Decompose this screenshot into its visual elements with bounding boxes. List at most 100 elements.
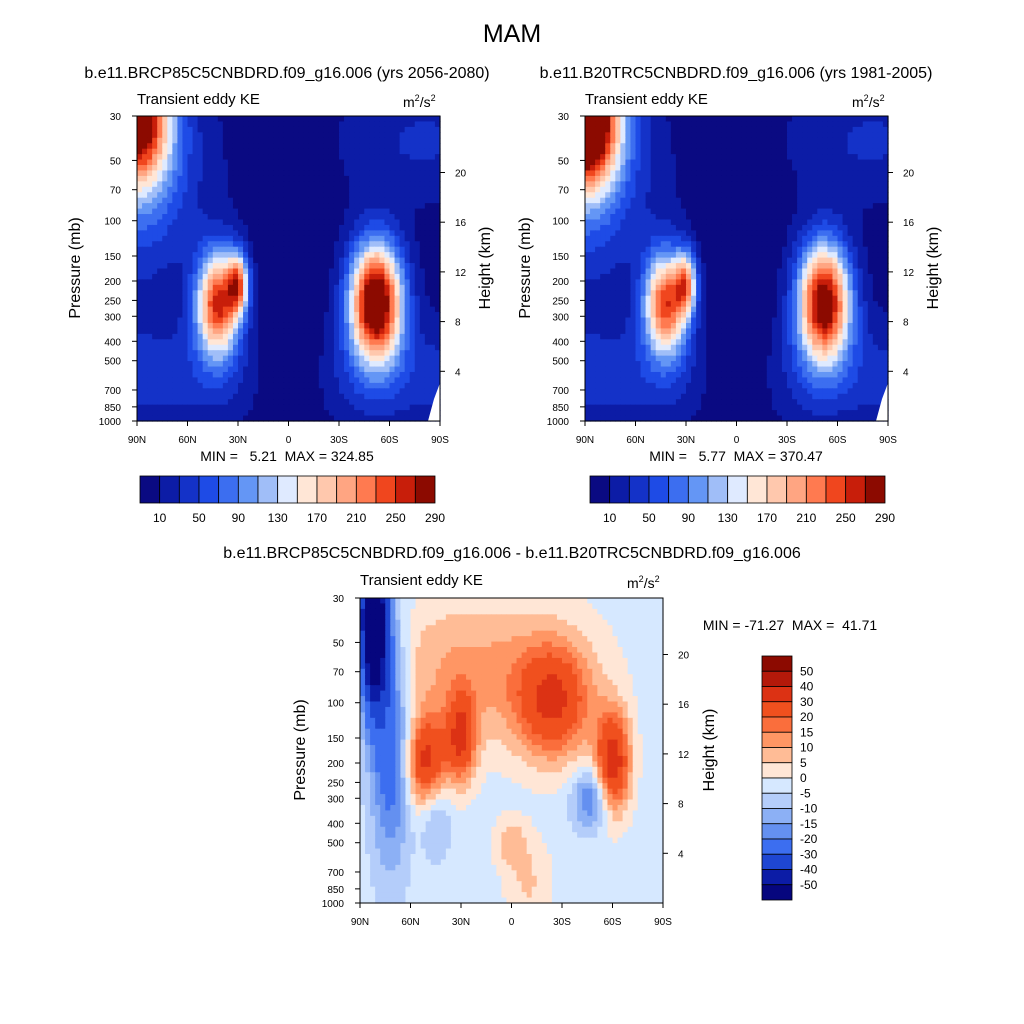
field-cell	[187, 312, 194, 319]
field-cell	[399, 344, 406, 351]
field-cell	[243, 404, 249, 411]
field-cell	[877, 159, 884, 166]
field-cell	[202, 333, 209, 340]
field-cell	[313, 132, 320, 139]
field-cell	[359, 317, 365, 324]
field-cell	[293, 165, 300, 172]
field-cell	[877, 132, 884, 139]
field-cell	[207, 268, 214, 275]
field-cell	[202, 252, 209, 259]
field-cell	[253, 377, 259, 384]
field-cell	[867, 219, 874, 226]
field-cell	[222, 126, 229, 133]
field-cell	[344, 328, 350, 335]
field-cell	[248, 350, 254, 357]
field-cell	[787, 192, 793, 199]
field-cell	[691, 186, 697, 193]
field-cell	[253, 393, 259, 400]
field-cell	[776, 186, 783, 193]
field-cell	[182, 284, 189, 291]
field-cell	[414, 295, 421, 302]
field-cell	[167, 393, 173, 400]
field-cell	[268, 154, 274, 161]
field-cell	[399, 170, 406, 177]
field-cell	[167, 219, 173, 226]
field-cell	[399, 230, 406, 237]
panel1-units: m2/s2	[403, 93, 436, 110]
field-cell	[374, 366, 380, 373]
field-cell	[374, 344, 380, 351]
field-cell	[389, 121, 396, 128]
field-cell	[414, 121, 421, 128]
field-cell	[147, 224, 153, 231]
ytick-label: 200	[104, 277, 121, 288]
field-cell	[424, 388, 431, 395]
field-cell	[308, 148, 315, 155]
field-cell	[273, 333, 279, 340]
field-cell	[590, 224, 596, 231]
field-cell	[344, 252, 350, 259]
field-cell	[842, 246, 849, 253]
field-cell	[238, 279, 244, 286]
field-cell	[812, 116, 818, 123]
field-cell	[862, 181, 869, 188]
field-cell	[731, 126, 738, 133]
field-cell	[419, 295, 426, 302]
field-cell	[142, 126, 148, 133]
field-cell	[232, 235, 239, 242]
field-cell	[827, 137, 834, 144]
field-cell	[792, 214, 798, 221]
field-cell	[232, 404, 239, 411]
field-cell	[429, 339, 436, 346]
field-cell	[232, 295, 239, 302]
field-cell	[238, 290, 244, 297]
field-cell	[298, 137, 305, 144]
field-cell	[222, 186, 229, 193]
field-cell	[253, 284, 259, 291]
field-cell	[595, 148, 601, 155]
field-cell	[278, 388, 285, 395]
field-cell	[655, 165, 662, 172]
field-cell	[817, 121, 823, 128]
field-cell	[202, 393, 209, 400]
field-cell	[731, 148, 738, 155]
field-cell	[248, 121, 254, 128]
field-cell	[202, 312, 209, 319]
field-cell	[787, 252, 793, 259]
field-cell	[187, 235, 194, 242]
field-cell	[379, 116, 386, 123]
field-cell	[374, 388, 380, 395]
field-cell	[152, 192, 158, 199]
field-cell	[807, 159, 813, 166]
field-cell	[303, 224, 310, 231]
field-cell	[273, 214, 279, 221]
field-cell	[404, 284, 411, 291]
field-cell	[359, 208, 365, 215]
field-cell	[339, 257, 345, 264]
field-cell	[172, 344, 178, 351]
field-cell	[414, 197, 421, 204]
field-cell	[827, 181, 834, 188]
field-cell	[645, 170, 652, 177]
field-cell	[227, 154, 234, 161]
field-cell	[177, 230, 184, 237]
field-cell	[787, 214, 793, 221]
field-cell	[318, 279, 325, 286]
field-cell	[615, 175, 621, 182]
field-cell	[212, 203, 219, 210]
field-cell	[741, 148, 748, 155]
field-cell	[399, 306, 406, 313]
field-cell	[344, 404, 350, 411]
field-cell	[399, 126, 406, 133]
field-cell	[283, 339, 290, 346]
field-cell	[359, 116, 365, 123]
field-cell	[711, 132, 717, 139]
field-cell	[802, 116, 808, 123]
field-cell	[142, 295, 148, 302]
field-cell	[419, 126, 426, 133]
field-cell	[273, 175, 279, 182]
field-cell	[207, 312, 214, 319]
field-cell	[731, 214, 738, 221]
field-cell	[787, 137, 793, 144]
field-cell	[328, 317, 335, 324]
